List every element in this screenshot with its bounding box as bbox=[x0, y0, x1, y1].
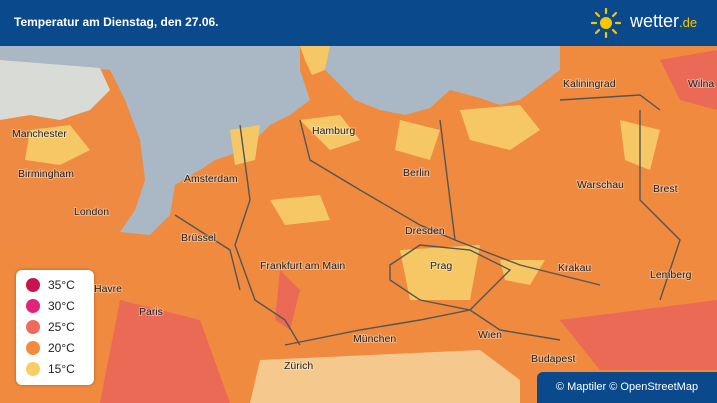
city-label: München bbox=[353, 333, 396, 345]
denmark bbox=[300, 46, 330, 75]
legend-item: 20°C bbox=[26, 340, 75, 356]
city-label: Zürich bbox=[284, 360, 313, 372]
legend: 35°C 30°C 25°C 20°C 15°C bbox=[16, 270, 94, 385]
legend-label: 25°C bbox=[48, 320, 75, 334]
legend-swatch bbox=[26, 362, 40, 376]
city-label: Prag bbox=[430, 260, 452, 272]
legend-swatch bbox=[26, 299, 40, 313]
legend-label: 15°C bbox=[48, 362, 75, 376]
alps bbox=[250, 350, 520, 403]
borders bbox=[174, 94, 681, 346]
baltic-sea bbox=[325, 46, 560, 115]
cool-areas bbox=[25, 105, 660, 300]
city-label: Paris bbox=[139, 306, 163, 318]
header: Temperatur am Dienstag, den 27.06. wette… bbox=[0, 0, 717, 46]
city-label: London bbox=[74, 206, 109, 218]
warm-areas bbox=[100, 50, 717, 403]
north-sea bbox=[0, 46, 310, 235]
city-label: Manchester bbox=[12, 128, 67, 140]
city-label: Frankfurt am Main bbox=[260, 260, 345, 272]
city-label: Budapest bbox=[531, 353, 575, 365]
city-label: Warschau bbox=[577, 179, 624, 191]
city-label: Amsterdam bbox=[184, 173, 238, 185]
city-label: Brüssel bbox=[181, 232, 216, 244]
logo[interactable]: wetter.de bbox=[630, 11, 697, 32]
city-label: Lemberg bbox=[650, 269, 692, 281]
city-label: Dresden bbox=[405, 225, 445, 237]
city-label: Birmingham bbox=[18, 168, 74, 180]
title: Temperatur am Dienstag, den 27.06. bbox=[14, 15, 219, 29]
city-label: Wilna bbox=[688, 78, 714, 90]
logo-suffix: .de bbox=[679, 15, 698, 30]
legend-label: 20°C bbox=[48, 341, 75, 355]
city-label: Kaliningrad bbox=[563, 78, 616, 90]
city-label: Berlin bbox=[403, 167, 430, 179]
city-label: Hamburg bbox=[312, 125, 355, 137]
logo-name: wetter bbox=[630, 11, 680, 31]
legend-item: 15°C bbox=[26, 361, 75, 377]
legend-label: 30°C bbox=[48, 299, 75, 313]
legend-swatch bbox=[26, 341, 40, 355]
city-label: Krakau bbox=[558, 262, 591, 274]
city-label: Wien bbox=[478, 329, 502, 341]
attribution[interactable]: © Maptiler © OpenStreetMap bbox=[537, 372, 717, 403]
legend-item: 35°C bbox=[26, 277, 75, 293]
legend-swatch bbox=[26, 278, 40, 292]
sun-icon bbox=[591, 8, 621, 38]
legend-label: 35°C bbox=[48, 278, 75, 292]
north-britain bbox=[0, 60, 110, 120]
city-label: Havre bbox=[94, 283, 122, 295]
city-label: Brest bbox=[653, 183, 678, 195]
legend-item: 30°C bbox=[26, 298, 75, 314]
legend-item: 25°C bbox=[26, 319, 75, 335]
legend-swatch bbox=[26, 320, 40, 334]
